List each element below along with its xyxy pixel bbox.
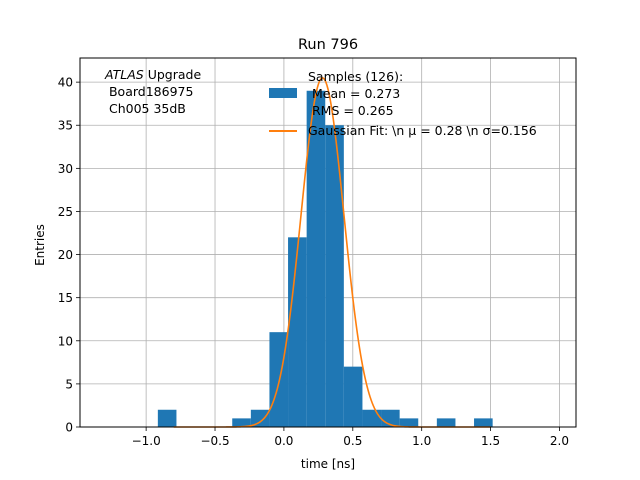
histogram-bar: [474, 418, 493, 427]
y-tick-label: 10: [58, 334, 73, 348]
x-tick-label: 2.0: [550, 434, 569, 448]
x-axis-label: time [ns]: [301, 457, 355, 471]
histogram-bar: [157, 409, 177, 427]
annotation-line-1: ATLAS Upgrade: [104, 67, 201, 82]
y-tick-label: 30: [58, 162, 73, 176]
x-tick-label: 1.5: [481, 434, 500, 448]
legend-histogram-line-1: Samples (126):: [308, 69, 403, 84]
histogram-bar: [250, 409, 270, 427]
y-axis-label: Entries: [33, 224, 47, 266]
histogram-bar: [232, 418, 251, 427]
x-tick-label: 0.5: [343, 434, 362, 448]
x-tick-label: 0.0: [274, 434, 293, 448]
annotation-board: Board186975: [105, 84, 193, 99]
legend: Samples (126): Mean = 0.273 RMS = 0.265 …: [269, 69, 537, 138]
y-tick-label: 20: [58, 248, 73, 262]
legend-histogram-swatch: [269, 88, 297, 98]
y-tick-label: 0: [65, 421, 73, 435]
annotation-channel: Ch005 35dB: [105, 101, 186, 116]
histogram-bar: [306, 90, 326, 427]
histogram-bar: [343, 366, 363, 427]
histogram-bar: [362, 409, 382, 427]
x-tick-label: −1.0: [132, 434, 161, 448]
atlas-annotation: ATLAS Upgrade Board186975 Ch005 35dB: [104, 67, 201, 116]
histogram-bar: [325, 125, 344, 427]
legend-histogram-line-3: RMS = 0.265: [308, 103, 394, 118]
legend-histogram-line-2: Mean = 0.273: [308, 86, 400, 101]
y-tick-label: 35: [58, 119, 73, 133]
y-tick-label: 15: [58, 291, 73, 305]
y-tick-label: 25: [58, 205, 73, 219]
upgrade-label: Upgrade: [144, 67, 202, 82]
histogram-bar: [436, 418, 456, 427]
x-tick-label: −0.5: [200, 434, 229, 448]
axes-frame: [79, 57, 577, 428]
histogram-bar: [399, 418, 419, 427]
x-axis-ticks: −1.0 −0.5 0.0 0.5 1.0 1.5 2.0: [132, 427, 569, 448]
atlas-label: ATLAS: [104, 67, 144, 82]
y-axis-ticks: 0 5 10 15 20 25 30 35 40: [58, 76, 80, 435]
x-tick-label: 1.0: [412, 434, 431, 448]
histogram-bar: [288, 237, 307, 427]
y-tick-label: 40: [58, 76, 73, 90]
plot-area: [79, 57, 577, 428]
legend-fit-label: Gaussian Fit: \n μ = 0.28 \n σ=0.156: [308, 123, 537, 138]
y-tick-label: 5: [65, 377, 73, 391]
chart-title: Run 796: [298, 37, 358, 53]
